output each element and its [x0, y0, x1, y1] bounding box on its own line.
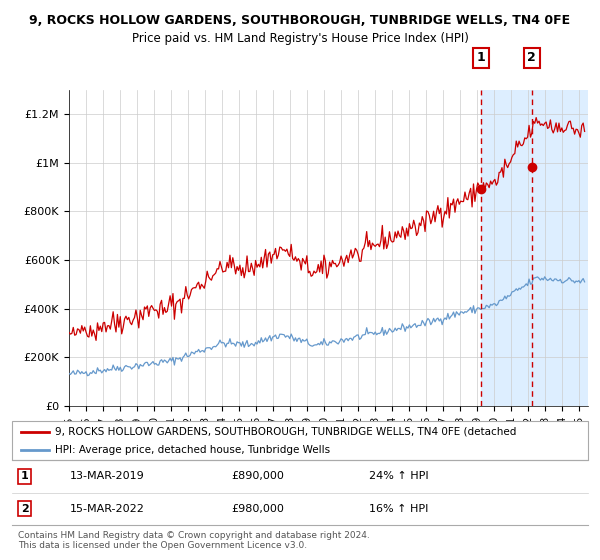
Text: 16% ↑ HPI: 16% ↑ HPI [369, 503, 428, 514]
Bar [481, 90, 588, 406]
Text: 1: 1 [476, 52, 485, 64]
Text: Price paid vs. HM Land Registry's House Price Index (HPI): Price paid vs. HM Land Registry's House … [131, 32, 469, 45]
Text: 15-MAR-2022: 15-MAR-2022 [70, 503, 145, 514]
Text: 9, ROCKS HOLLOW GARDENS, SOUTHBOROUGH, TUNBRIDGE WELLS, TN4 0FE: 9, ROCKS HOLLOW GARDENS, SOUTHBOROUGH, T… [29, 14, 571, 27]
Text: 2: 2 [21, 503, 29, 514]
Text: £980,000: £980,000 [231, 503, 284, 514]
Text: 13-MAR-2019: 13-MAR-2019 [70, 472, 145, 482]
Text: Contains HM Land Registry data © Crown copyright and database right 2024.
This d: Contains HM Land Registry data © Crown c… [18, 531, 370, 550]
Text: £890,000: £890,000 [231, 472, 284, 482]
Text: 24% ↑ HPI: 24% ↑ HPI [369, 472, 429, 482]
FancyBboxPatch shape [12, 421, 588, 460]
Text: 2: 2 [527, 52, 536, 64]
Text: HPI: Average price, detached house, Tunbridge Wells: HPI: Average price, detached house, Tunb… [55, 445, 331, 455]
Text: 9, ROCKS HOLLOW GARDENS, SOUTHBOROUGH, TUNBRIDGE WELLS, TN4 0FE (detached: 9, ROCKS HOLLOW GARDENS, SOUTHBOROUGH, T… [55, 427, 517, 437]
Text: 1: 1 [21, 472, 29, 482]
